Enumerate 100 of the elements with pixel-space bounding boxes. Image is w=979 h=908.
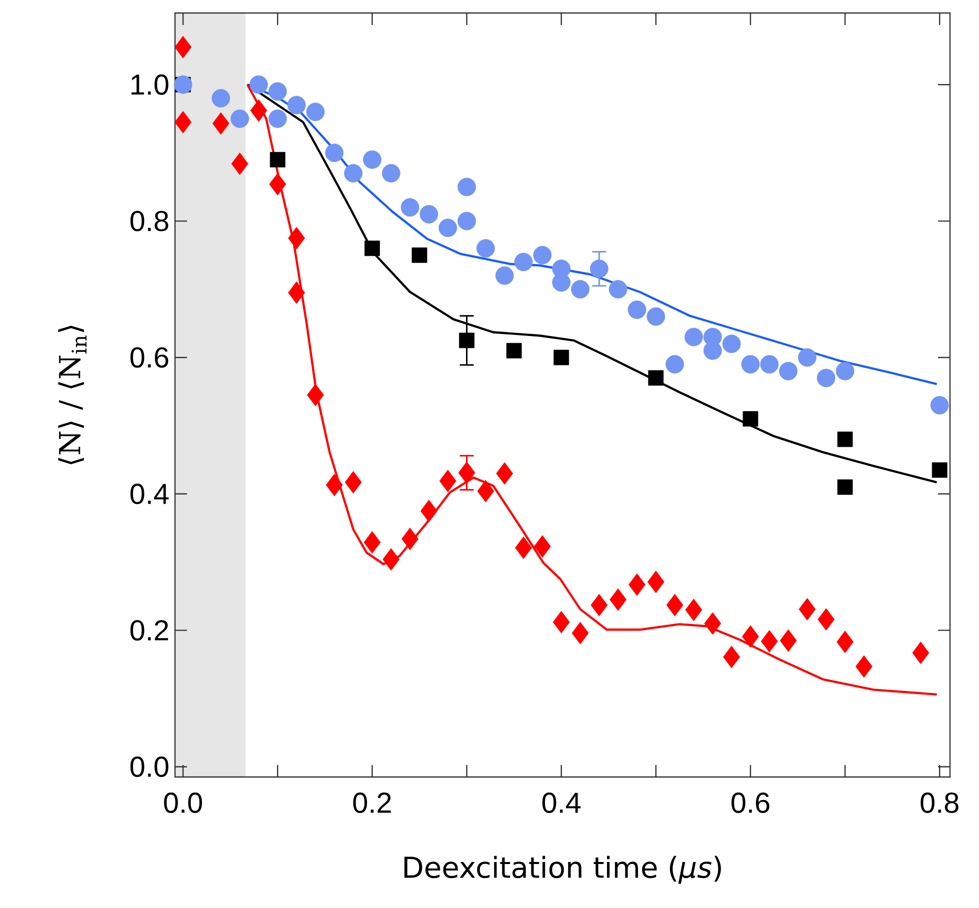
point (684, 328, 703, 346)
point (382, 548, 400, 571)
point (836, 630, 854, 654)
point (666, 355, 684, 374)
point (249, 75, 268, 94)
point (571, 280, 590, 298)
point (514, 252, 533, 272)
point (344, 471, 362, 494)
point (458, 462, 476, 484)
x-tick-label: 0.6 (732, 792, 770, 813)
point (798, 348, 816, 367)
point (459, 332, 474, 348)
point (174, 110, 192, 134)
point (572, 622, 589, 644)
point (288, 226, 305, 250)
point (458, 212, 476, 230)
point (382, 164, 400, 182)
point (364, 240, 380, 256)
point (685, 598, 702, 622)
point (230, 110, 249, 128)
x-tick-label: 0.4 (542, 792, 581, 813)
point (231, 152, 248, 175)
point (477, 480, 494, 502)
point (930, 396, 949, 414)
point (495, 266, 514, 285)
x-tick-label: 0.2 (353, 792, 391, 813)
point (704, 612, 722, 635)
x-axis-title: Deexcitation time (μs) (404, 856, 721, 884)
y-tick-label: 0.8 (130, 210, 168, 232)
point (270, 152, 286, 168)
point (287, 96, 306, 114)
point (533, 246, 552, 264)
point (608, 280, 628, 298)
point (344, 164, 362, 182)
point (212, 112, 230, 135)
point (412, 247, 428, 263)
point (554, 350, 570, 366)
point (760, 355, 779, 374)
point (648, 370, 664, 386)
point (402, 528, 418, 550)
point (646, 307, 666, 326)
x-tick-label: 0.8 (920, 792, 958, 813)
point (760, 630, 778, 652)
point (742, 625, 759, 648)
point (400, 198, 420, 217)
point (458, 178, 476, 196)
line-series (246, 84, 938, 386)
point (506, 342, 522, 358)
point (306, 384, 324, 406)
point (288, 281, 305, 304)
point (780, 629, 797, 652)
point (268, 110, 287, 128)
point (212, 89, 230, 108)
point (628, 300, 646, 319)
point (552, 610, 570, 634)
point (722, 334, 741, 354)
y-tick-label: 0.4 (130, 484, 169, 504)
point (647, 570, 664, 594)
point (818, 608, 835, 631)
point (912, 642, 930, 664)
point (741, 355, 760, 374)
point (742, 411, 758, 427)
y-axis-title: ⟨N⟩ / ⟨N$_{in}$⟩ (58, 326, 86, 464)
y-tick-label: 0.6 (130, 347, 168, 368)
point (816, 368, 836, 388)
point (306, 102, 325, 122)
point (515, 536, 532, 559)
point (269, 173, 286, 196)
point (836, 362, 854, 380)
point (628, 573, 646, 596)
point (590, 260, 608, 278)
point (932, 462, 948, 478)
point (779, 362, 798, 380)
point (856, 655, 872, 678)
point (610, 588, 627, 611)
point (496, 462, 514, 485)
point (723, 646, 740, 668)
point (364, 531, 381, 554)
point (268, 82, 287, 101)
point (325, 144, 344, 162)
point (362, 150, 382, 169)
point (326, 474, 343, 496)
point (174, 36, 192, 58)
y-tick-label: 0.0 (130, 756, 168, 777)
x-tick-label: 0.0 (164, 792, 202, 813)
point (666, 594, 684, 616)
point (837, 479, 853, 495)
y-tick-label: 1.0 (132, 74, 168, 95)
point (438, 218, 458, 238)
point (590, 594, 608, 616)
point (250, 99, 268, 122)
point (837, 432, 853, 448)
y-tick-label: 0.2 (130, 620, 168, 641)
line-series (246, 84, 938, 484)
point (534, 535, 551, 558)
line-series (246, 84, 938, 696)
point (476, 239, 495, 258)
point (439, 470, 456, 492)
point (420, 500, 438, 522)
point (798, 598, 816, 620)
